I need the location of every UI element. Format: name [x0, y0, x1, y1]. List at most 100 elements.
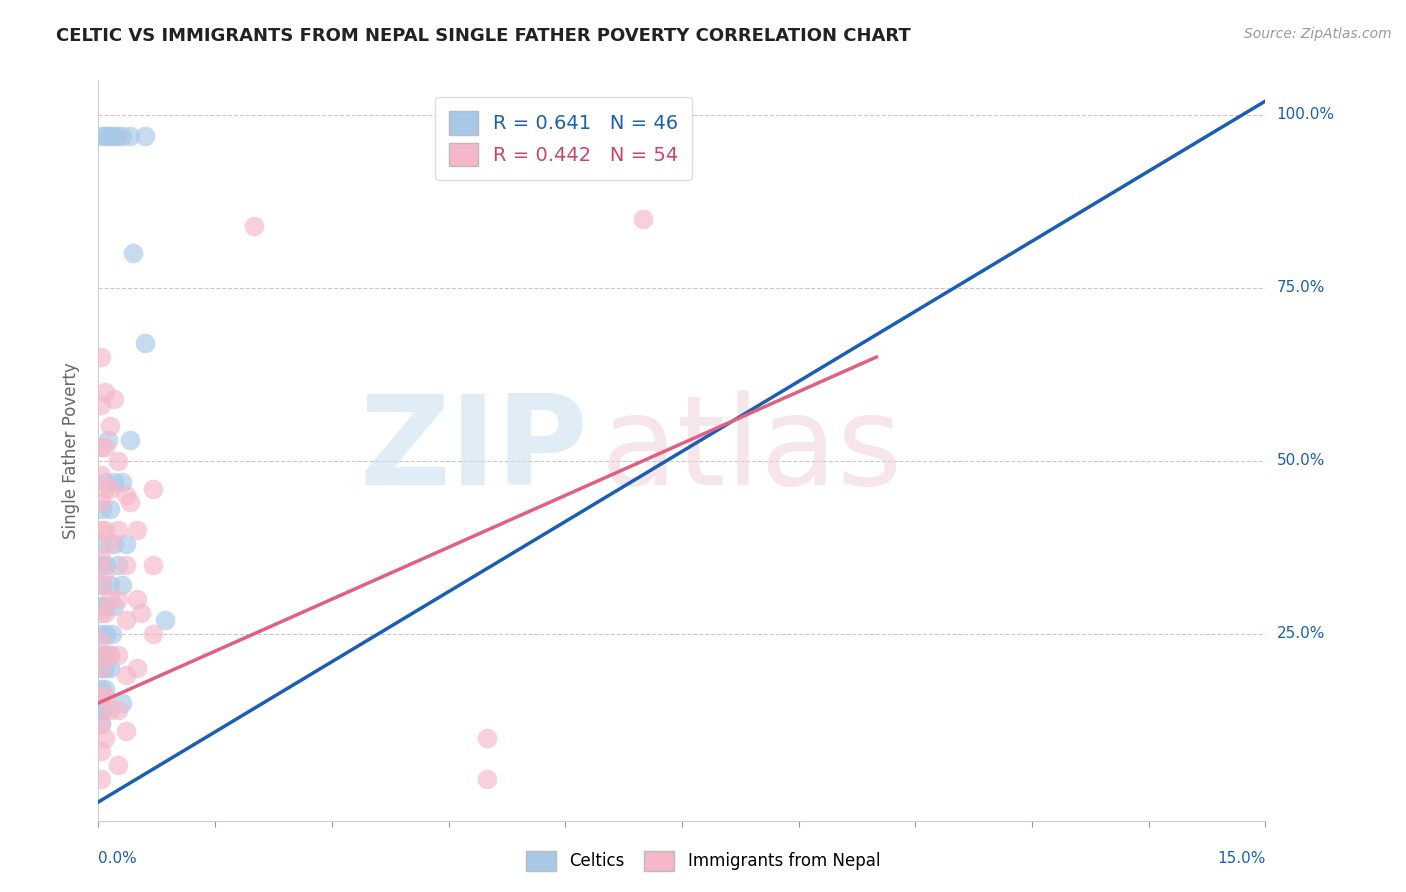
Legend: R = 0.641   N = 46, R = 0.442   N = 54: R = 0.641 N = 46, R = 0.442 N = 54	[434, 97, 692, 180]
Point	[118, 495, 141, 509]
Point	[98, 419, 121, 434]
Point	[90, 716, 112, 731]
Point	[631, 211, 654, 226]
Point	[134, 336, 156, 351]
Point	[90, 440, 112, 454]
Point	[90, 467, 112, 482]
Point	[91, 502, 114, 516]
Point	[98, 592, 121, 607]
Point	[90, 744, 112, 758]
Point	[93, 682, 115, 697]
Point	[93, 523, 115, 537]
Point	[90, 633, 112, 648]
Y-axis label: Single Father Poverty: Single Father Poverty	[62, 362, 80, 539]
Point	[91, 578, 114, 592]
Text: atlas: atlas	[600, 390, 903, 511]
Point	[93, 128, 115, 143]
Point	[90, 350, 112, 364]
Point	[93, 599, 115, 614]
Point	[90, 661, 112, 675]
Point	[97, 128, 120, 143]
Point	[97, 433, 120, 447]
Point	[91, 537, 114, 551]
Point	[93, 384, 115, 399]
Point	[107, 648, 129, 662]
Point	[93, 565, 115, 579]
Point	[105, 128, 128, 143]
Point	[142, 627, 165, 641]
Point	[98, 502, 121, 516]
Point	[107, 558, 129, 572]
Point	[90, 550, 112, 565]
Point	[90, 399, 112, 413]
Point	[98, 703, 121, 717]
Point	[98, 648, 121, 662]
Text: 50.0%: 50.0%	[1277, 453, 1324, 468]
Point	[96, 558, 118, 572]
Point	[103, 392, 125, 406]
Point	[477, 772, 499, 786]
Point	[90, 627, 112, 641]
Point	[98, 661, 121, 675]
Point	[90, 648, 112, 662]
Point	[111, 128, 134, 143]
Point	[93, 661, 115, 675]
Point	[98, 578, 121, 592]
Point	[90, 578, 112, 592]
Point	[118, 433, 141, 447]
Point	[90, 495, 112, 509]
Point	[93, 482, 115, 496]
Point	[98, 648, 121, 662]
Text: 75.0%: 75.0%	[1277, 280, 1324, 295]
Point	[129, 606, 152, 620]
Point	[96, 627, 118, 641]
Point	[477, 731, 499, 745]
Point	[91, 703, 114, 717]
Text: Source: ZipAtlas.com: Source: ZipAtlas.com	[1244, 27, 1392, 41]
Point	[90, 682, 112, 697]
Point	[93, 648, 115, 662]
Point	[90, 661, 112, 675]
Point	[107, 703, 129, 717]
Point	[114, 668, 136, 682]
Point	[93, 689, 115, 703]
Point	[103, 475, 125, 489]
Point	[103, 599, 125, 614]
Point	[142, 558, 165, 572]
Point	[243, 219, 266, 233]
Point	[114, 723, 136, 738]
Point	[127, 661, 149, 675]
Point	[90, 128, 112, 143]
Point	[90, 703, 112, 717]
Point	[93, 440, 115, 454]
Point	[100, 128, 122, 143]
Point	[90, 523, 112, 537]
Point	[90, 606, 112, 620]
Point	[142, 482, 165, 496]
Point	[107, 523, 129, 537]
Point	[93, 475, 115, 489]
Point	[90, 599, 112, 614]
Point	[93, 731, 115, 745]
Point	[101, 627, 124, 641]
Point	[127, 592, 149, 607]
Point	[107, 758, 129, 772]
Point	[98, 537, 121, 551]
Point	[98, 482, 121, 496]
Text: 100.0%: 100.0%	[1277, 107, 1334, 122]
Point	[118, 128, 141, 143]
Point	[114, 537, 136, 551]
Point	[90, 716, 112, 731]
Text: CELTIC VS IMMIGRANTS FROM NEPAL SINGLE FATHER POVERTY CORRELATION CHART: CELTIC VS IMMIGRANTS FROM NEPAL SINGLE F…	[56, 27, 911, 45]
Point	[111, 475, 134, 489]
Point	[114, 558, 136, 572]
Point	[153, 613, 176, 627]
Text: 15.0%: 15.0%	[1218, 851, 1265, 866]
Point	[107, 454, 129, 468]
Text: ZIP: ZIP	[360, 390, 589, 511]
Point	[90, 558, 112, 572]
Point	[107, 592, 129, 607]
Point	[111, 578, 134, 592]
Point	[111, 696, 134, 710]
Point	[122, 246, 145, 260]
